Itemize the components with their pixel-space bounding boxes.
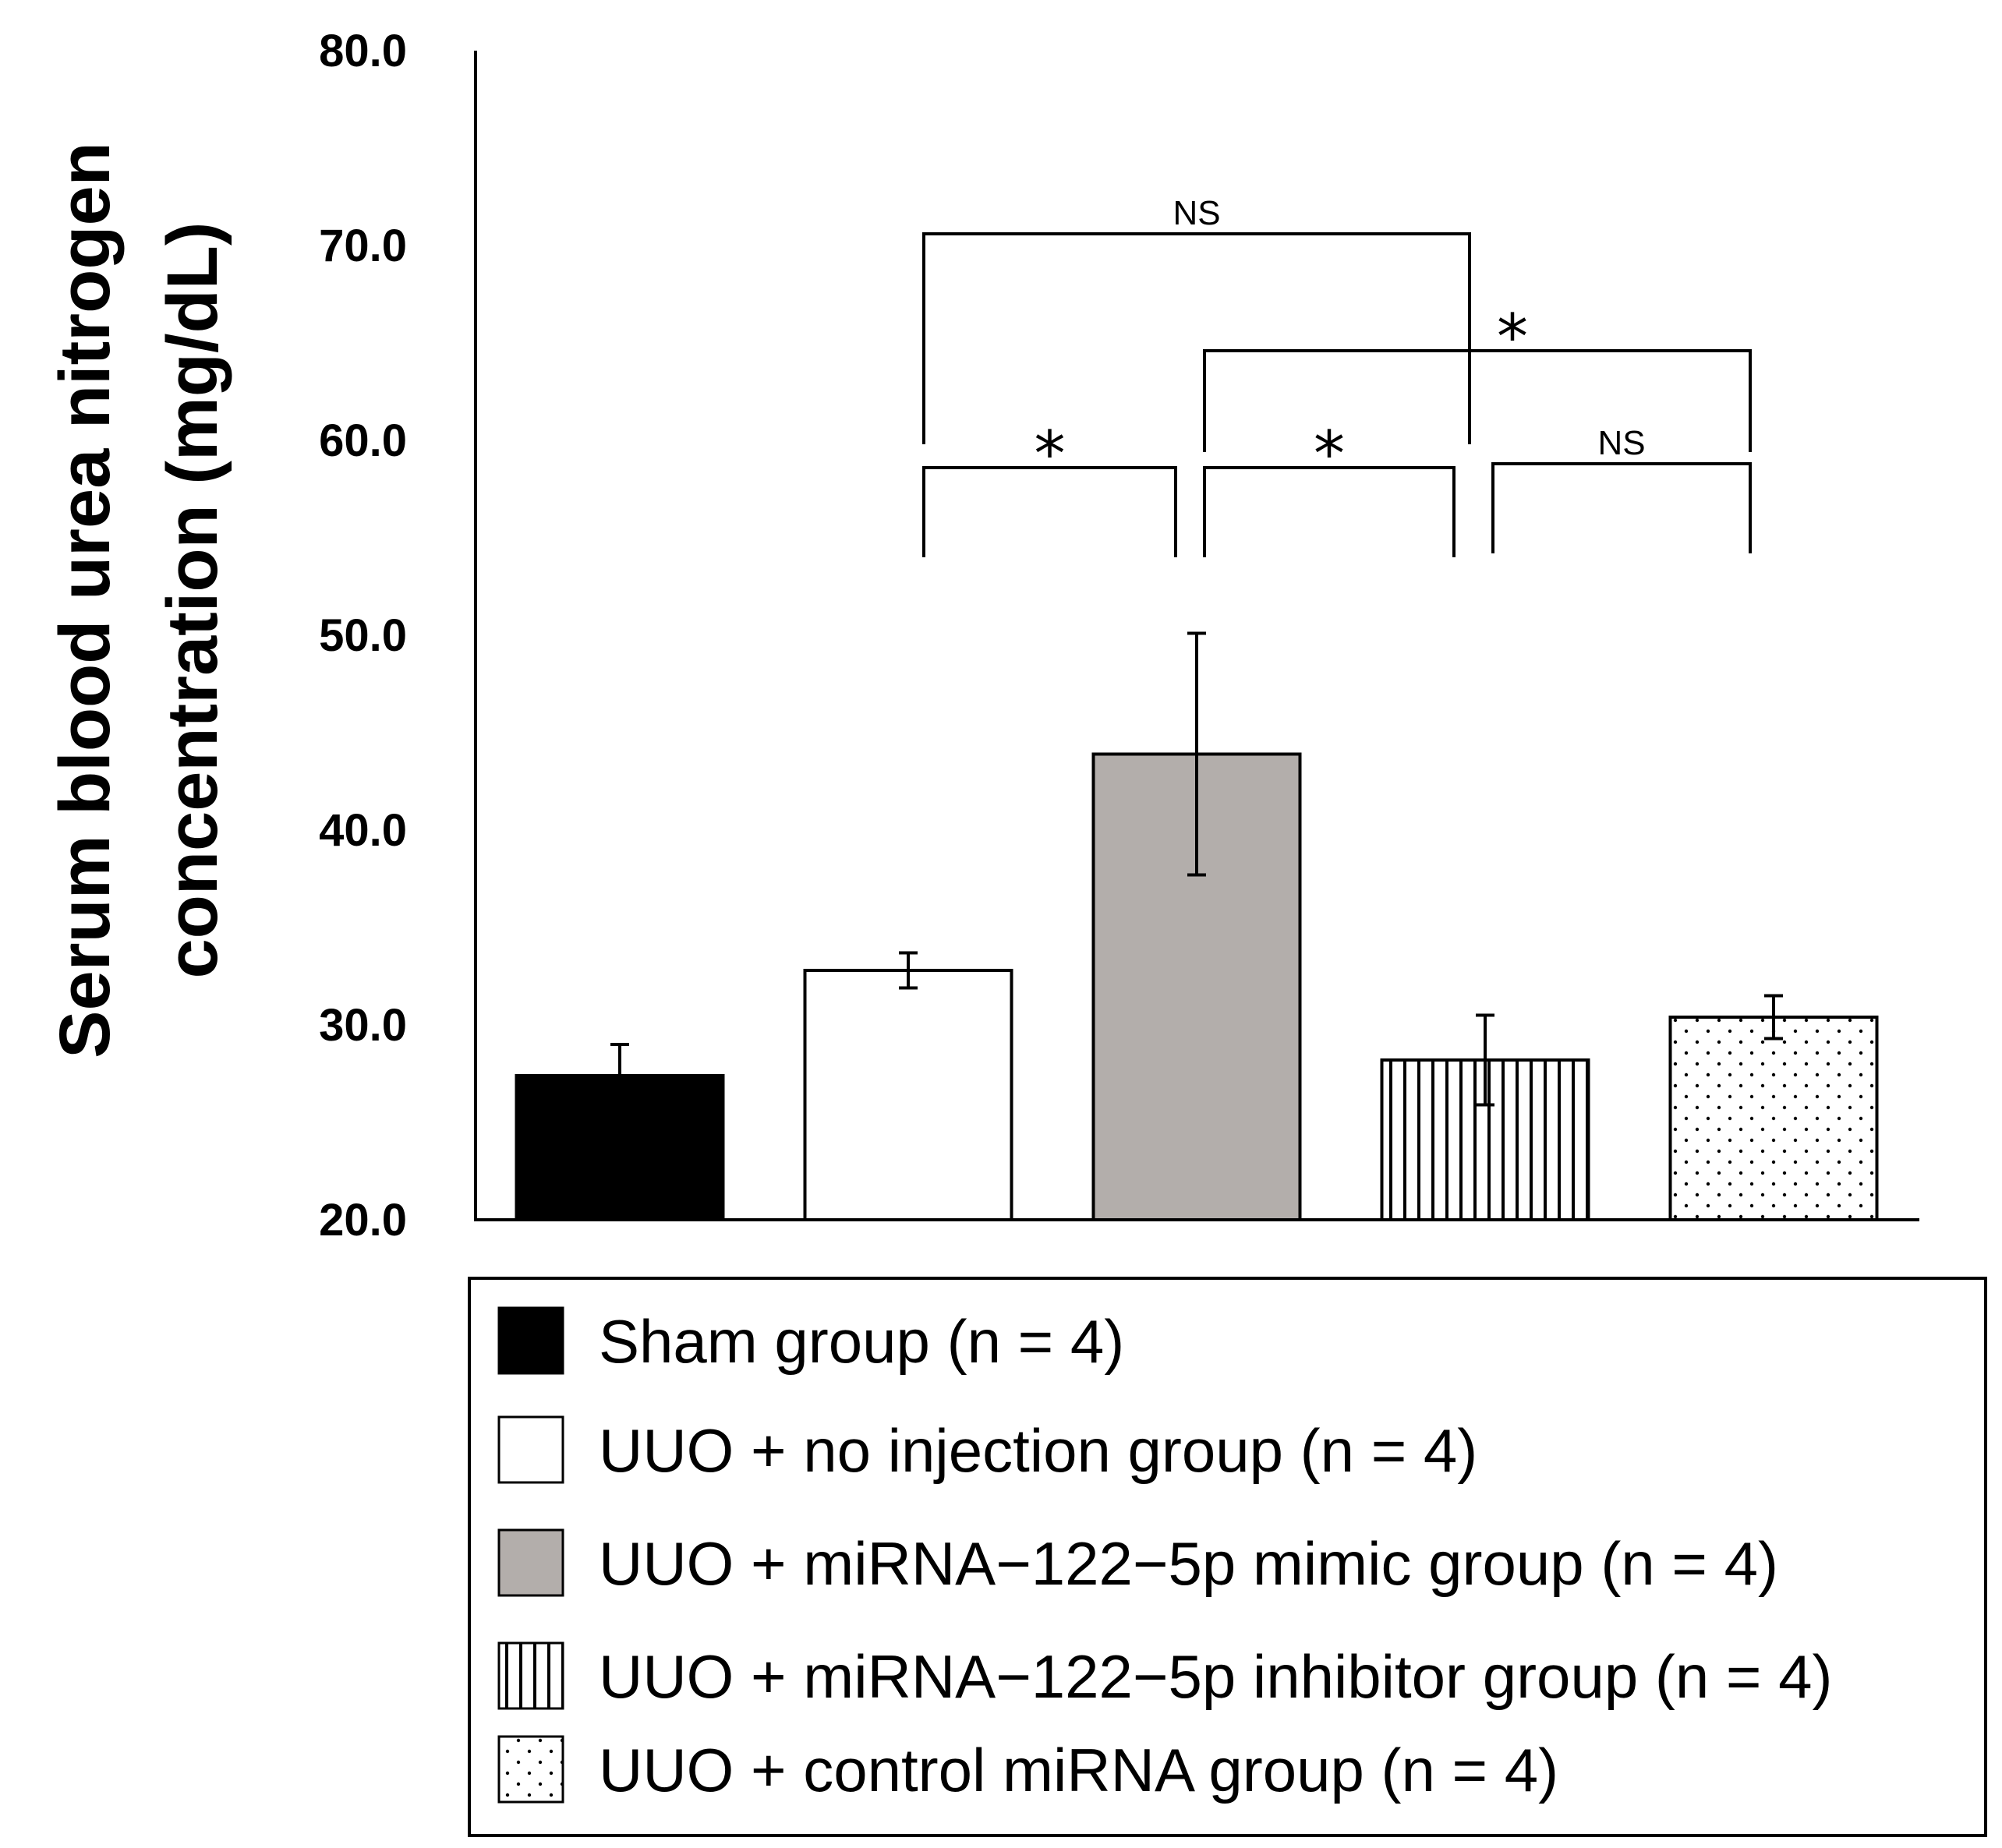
significance-bracket-4: [1203, 466, 1456, 557]
significance-bracket-1: [922, 232, 1471, 444]
y-tick-label: 70.0: [319, 221, 407, 271]
legend-swatch-5: [497, 1735, 564, 1804]
legend-label-1: Sham group (n = 4): [599, 1307, 1124, 1376]
legend-swatch-3: [497, 1528, 564, 1597]
y-tick-label: 20.0: [319, 1195, 407, 1246]
significance-label-2: *: [1497, 301, 1528, 373]
legend-swatch-2: [497, 1415, 564, 1484]
legend-label-5: UUO + control miRNA group (n = 4): [599, 1736, 1558, 1804]
bar-5: [1668, 1016, 1879, 1221]
significance-bracket-2: [1203, 349, 1752, 452]
y-axis-ticks: 20.0 30.0 40.0 50.0 60.0 70.0 80.0: [319, 26, 407, 1246]
significance-brackets: NS * * * NS: [922, 194, 1752, 557]
y-axis-title-line-2: concentration (mg/dL): [153, 221, 232, 978]
y-tick-label: 60.0: [319, 415, 407, 466]
y-tick-label: 80.0: [319, 26, 407, 76]
legend-label-4: UUO + miRNA−122−5p inhibitor group (n = …: [599, 1642, 1832, 1711]
y-tick-label: 50.0: [319, 610, 407, 661]
significance-label-1: NS: [1173, 194, 1220, 232]
y-tick-label: 40.0: [319, 805, 407, 856]
significance-label-3: *: [1035, 418, 1066, 490]
significance-label-4: *: [1314, 418, 1345, 490]
legend-items: Sham group (n = 4) UUO + no injection gro…: [497, 1306, 1832, 1804]
legend-label-3: UUO + miRNA−122−5p mimic group (n = 4): [599, 1529, 1778, 1598]
bar-2: [803, 969, 1013, 1221]
significance-label-5: NS: [1597, 424, 1645, 462]
error-bars: [610, 631, 1783, 1108]
bar-4: [1380, 1058, 1590, 1221]
legend-swatch-1: [497, 1306, 564, 1375]
legend: Sham group (n = 4) UUO + no injection gro…: [468, 1277, 1987, 1837]
legend-label-2: UUO + no injection group (n = 4): [599, 1416, 1477, 1485]
significance-bracket-3: [922, 466, 1177, 557]
axes: [474, 51, 1919, 1221]
y-axis-title-line-1: Serum blood urea nitrogen: [45, 142, 125, 1058]
y-axis-title: Serum blood urea nitrogen concentration …: [45, 142, 232, 1058]
significance-bracket-5: [1491, 462, 1752, 553]
legend-swatch-4: [497, 1641, 564, 1710]
y-tick-label: 30.0: [319, 1000, 407, 1051]
legend-box: [468, 1277, 1987, 1837]
